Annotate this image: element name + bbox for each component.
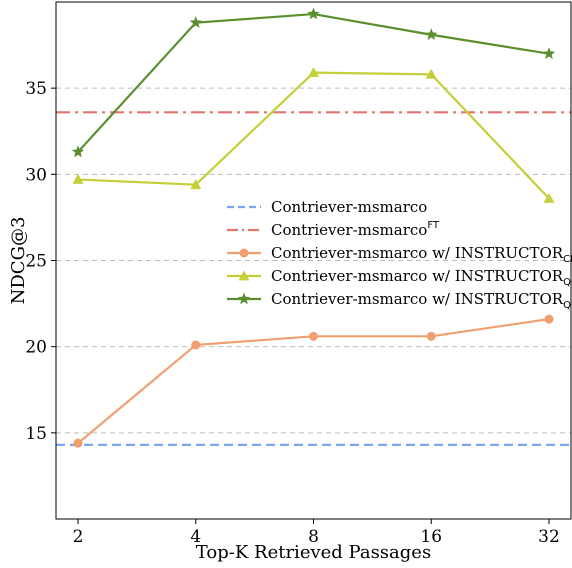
data-point xyxy=(190,179,202,190)
y-tick-label: 30 xyxy=(25,165,47,185)
x-tick-label: 16 xyxy=(420,527,442,547)
data-point xyxy=(307,7,320,20)
legend-marker xyxy=(239,248,249,258)
legend-entry-3: Contriever-msmarco w/ INSTRUCTORQRLV xyxy=(227,267,572,288)
y-tick-label: 25 xyxy=(25,252,47,272)
grid xyxy=(56,87,571,434)
x-tick-label: 8 xyxy=(308,527,319,547)
legend-marker xyxy=(237,292,251,305)
legend-marker xyxy=(238,270,250,281)
legend-label: Contriever-msmarco xyxy=(271,198,427,216)
data-point xyxy=(73,438,83,448)
legend-label: Contriever-msmarco w/ INSTRUCTORQRLV xyxy=(271,267,572,288)
x-tick-label: 4 xyxy=(190,527,201,547)
y-axis-ticks: 15 20 25 30 35 xyxy=(25,79,56,444)
baselines xyxy=(56,111,571,446)
legend-entry-4: Contriever-msmarco w/ INSTRUCTORQRPG xyxy=(227,290,572,311)
legend-entry-2: Contriever-msmarco w/ INSTRUCTORCRCG xyxy=(227,244,572,265)
y-axis-title: NDCG@3 xyxy=(8,217,29,305)
legend-label: Contriever-msmarcoFT xyxy=(271,220,440,239)
data-point xyxy=(191,340,201,350)
data-point xyxy=(72,174,84,184)
data-point xyxy=(542,47,556,59)
data-point xyxy=(71,145,85,158)
y-tick-label: 20 xyxy=(25,338,47,358)
data-point xyxy=(425,28,438,40)
data-point xyxy=(308,67,319,78)
series-lines xyxy=(71,7,556,448)
x-axis-title: Top-K Retrieved Passages xyxy=(196,542,431,563)
legend-label: Contriever-msmarco w/ INSTRUCTORCRCG xyxy=(271,244,572,265)
data-point xyxy=(425,68,437,79)
y-tick-label: 15 xyxy=(25,424,47,444)
x-axis-ticks: 2 4 8 16 32 xyxy=(73,519,560,547)
series-line xyxy=(77,71,550,200)
legend: Contriever-msmarco Contriever-msmarcoFT Co… xyxy=(227,198,572,311)
x-tick-label: 2 xyxy=(73,527,84,547)
legend-entry-0: Contriever-msmarco xyxy=(227,198,427,216)
legend-entry-1: Contriever-msmarcoFT xyxy=(227,220,440,239)
data-point xyxy=(309,331,318,341)
legend-label: Contriever-msmarco w/ INSTRUCTORQRPG xyxy=(271,290,572,311)
y-tick-label: 35 xyxy=(25,79,47,99)
series-qrlv xyxy=(72,67,555,203)
series-qrpg xyxy=(71,7,556,158)
series-crcg xyxy=(73,314,554,448)
data-point xyxy=(189,16,202,28)
data-point xyxy=(544,314,554,324)
data-point xyxy=(543,192,555,203)
series-line xyxy=(77,12,550,153)
x-tick-label: 32 xyxy=(538,527,560,547)
data-point xyxy=(426,331,436,341)
